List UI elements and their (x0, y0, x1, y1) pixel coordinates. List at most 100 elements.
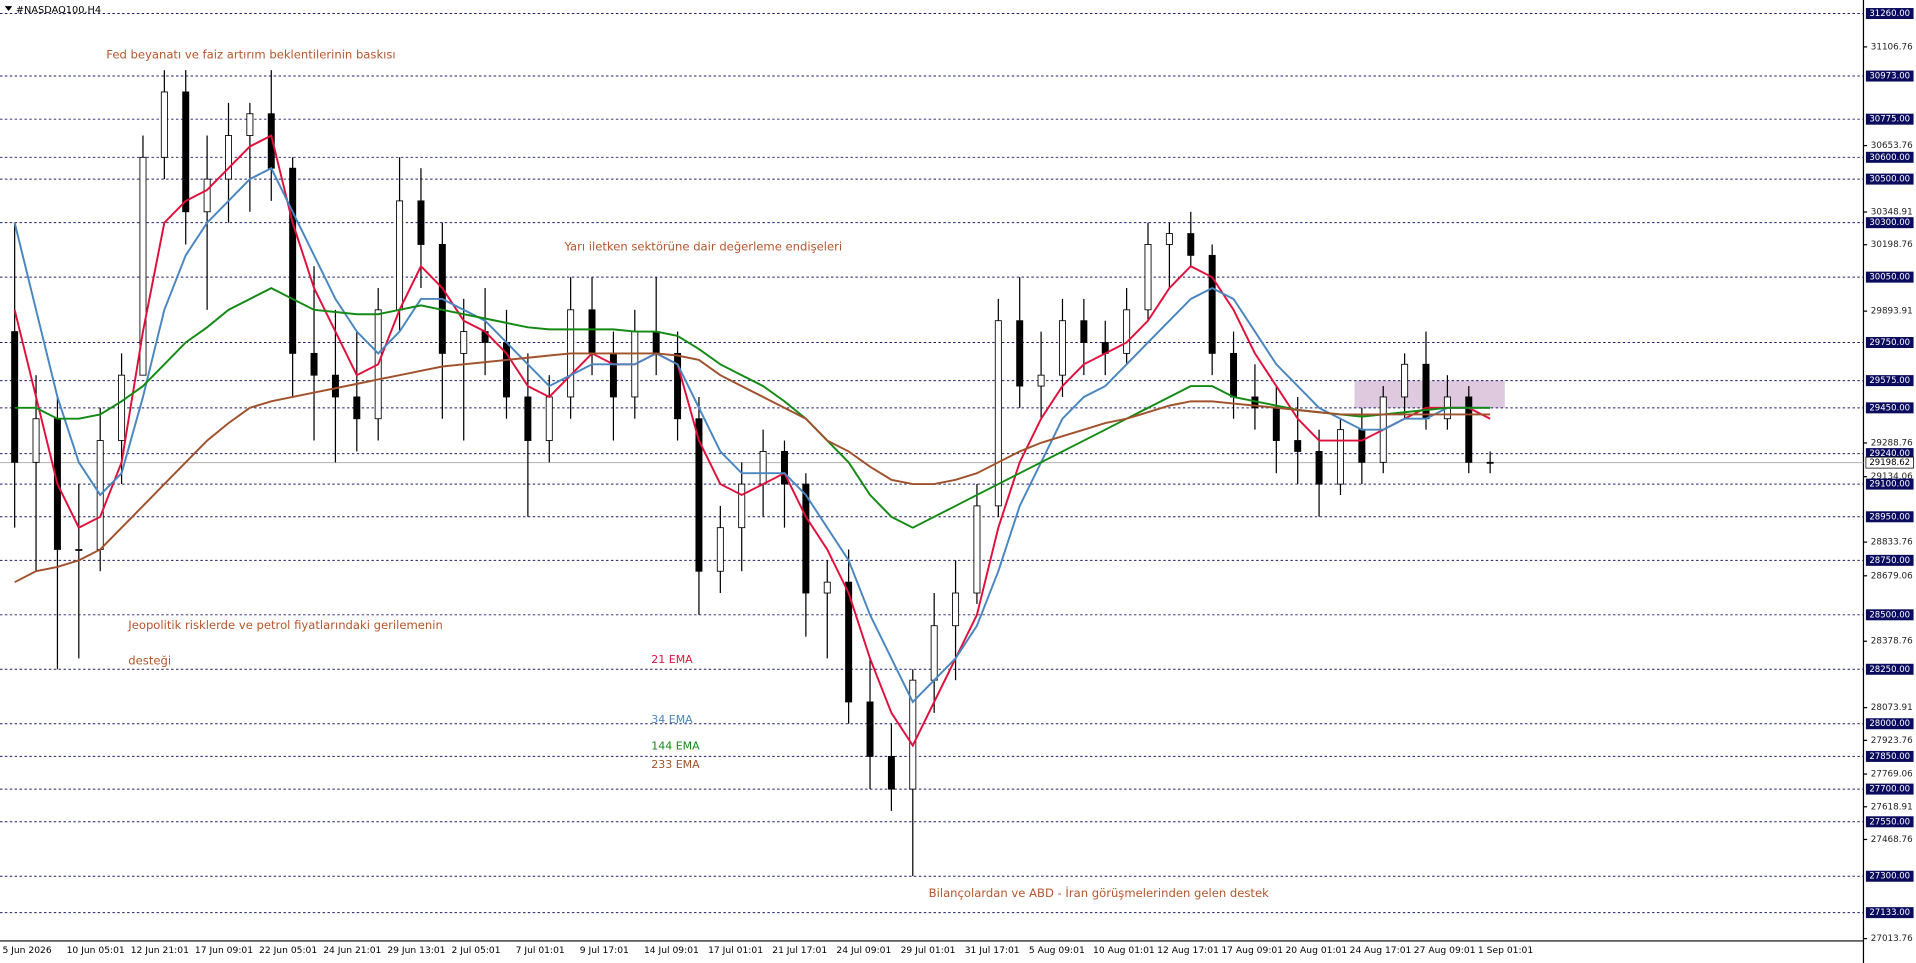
x-tick-label: 24 Jun 21:01 (323, 945, 381, 956)
candle-body (524, 396, 532, 441)
ema-line (14, 352, 1491, 584)
candle-body (1165, 233, 1173, 245)
candle-body (1016, 320, 1024, 387)
y-tick-label: 27468.76 (1871, 835, 1913, 845)
y-tick-label: 30198.76 (1871, 240, 1913, 250)
candle-body (716, 527, 724, 572)
ema-line (13, 134, 1491, 748)
level-label: 30300.00 (1869, 218, 1910, 228)
level-label-box (1865, 151, 1914, 163)
level-label-box (1865, 375, 1914, 387)
candle-body (160, 91, 168, 158)
x-tick-label: 17 Aug 09:01 (1221, 945, 1283, 956)
legend-label: 21 EMA (651, 653, 693, 666)
candle-body (118, 374, 126, 441)
x-tick-label: 21 Jul 17:01 (772, 945, 827, 956)
level-label-box (1865, 663, 1914, 675)
y-tick-label: 29893.91 (1871, 307, 1913, 317)
candle-body (1187, 233, 1195, 256)
x-tick-label: 27 Aug 09:01 (1414, 945, 1476, 956)
candle-body (759, 450, 767, 485)
y-tick-label: 27618.91 (1871, 802, 1913, 812)
x-tick-label: 24 Aug 17:01 (1350, 945, 1412, 956)
level-label-box (1865, 907, 1914, 919)
level-label-box (1865, 217, 1914, 229)
legend-label: 144 EMA (651, 740, 700, 753)
legend-label: 34 EMA (651, 713, 693, 726)
y-tick-label: 29134.06 (1871, 472, 1913, 482)
level-label-box (1865, 750, 1914, 762)
candle-body (1358, 429, 1366, 463)
candle-body (674, 352, 682, 420)
candle-body (1401, 363, 1409, 398)
candle-body (909, 679, 917, 790)
candle-body (695, 418, 703, 572)
candle-body (1294, 440, 1302, 452)
candle-body (1230, 352, 1238, 398)
candle-body (1272, 407, 1280, 441)
level-label: 30775.00 (1869, 115, 1910, 125)
candle-body (396, 200, 404, 311)
level-label: 28250.00 (1869, 665, 1910, 675)
x-tick-label: 10 Jun 05:01 (67, 945, 125, 956)
candle-body (609, 352, 617, 398)
level-label-box (1865, 609, 1914, 621)
candle-body (32, 418, 40, 463)
candle-body (823, 581, 831, 594)
level-label: 30600.00 (1869, 153, 1910, 163)
level-label-box (1865, 783, 1914, 795)
candle-body (866, 701, 874, 757)
candle-body (1486, 461, 1494, 464)
level-label: 29450.00 (1869, 403, 1910, 413)
candle-body (139, 156, 147, 376)
x-tick-label: 17 Jul 01:01 (708, 945, 763, 956)
level-label: 28000.00 (1869, 719, 1910, 729)
candle-body (11, 331, 19, 463)
level-label-box (1865, 336, 1914, 348)
candle-body (545, 396, 553, 441)
y-tick-label: 27923.76 (1871, 736, 1913, 746)
level-label: 29240.00 (1869, 449, 1910, 459)
level-label-box (1865, 870, 1914, 882)
y-tick-label: 31106.76 (1871, 42, 1913, 52)
last-price-label: 29198.62 (1869, 458, 1910, 468)
candle-body (1315, 450, 1323, 485)
candle-body (1080, 320, 1088, 343)
chart-title: #NASDAQ100,H4 (16, 5, 101, 16)
y-tick-label: 30653.76 (1871, 141, 1913, 151)
level-label: 27300.00 (1869, 872, 1910, 882)
candle-body (310, 352, 318, 376)
candle-body (845, 581, 853, 703)
candle-body (1208, 254, 1216, 354)
x-tick-label: 10 Aug 01:01 (1093, 945, 1155, 956)
annotation: Fed beyanatı ve faiz artırım beklentiler… (106, 48, 395, 62)
candle-body (802, 483, 810, 594)
last-price-box (1865, 456, 1914, 469)
x-tick-label: 5 Aug 09:01 (1029, 945, 1085, 956)
candle-body (1037, 374, 1045, 387)
candle-body (738, 483, 746, 529)
candle-body (203, 178, 211, 213)
candle-body (652, 331, 660, 354)
candle-body (417, 200, 425, 245)
annotation: desteği (128, 654, 171, 668)
x-tick-label: 12 Aug 17:01 (1157, 945, 1219, 956)
x-tick-label: 14 Jul 09:01 (644, 945, 699, 956)
level-label-box (1865, 8, 1914, 20)
level-label: 28950.00 (1869, 512, 1910, 522)
x-tick-label: 1 Sep 01:01 (1478, 945, 1533, 956)
level-label-box (1865, 816, 1914, 828)
level-label: 30973.00 (1869, 72, 1910, 82)
candle-body (781, 450, 788, 485)
candle-body (460, 331, 468, 354)
level-label-box (1865, 173, 1914, 185)
level-label: 30050.00 (1869, 273, 1910, 283)
level-label-box (1865, 402, 1914, 414)
x-tick-label: 7 Jul 01:01 (516, 945, 565, 956)
candle-body (887, 755, 895, 790)
level-label: 31260.00 (1869, 9, 1910, 19)
level-label: 30500.00 (1869, 175, 1910, 185)
x-tick-label: 29 Jun 13:01 (387, 945, 445, 956)
annotation: Yarı iletken sektörüne dair değerleme en… (564, 239, 843, 253)
